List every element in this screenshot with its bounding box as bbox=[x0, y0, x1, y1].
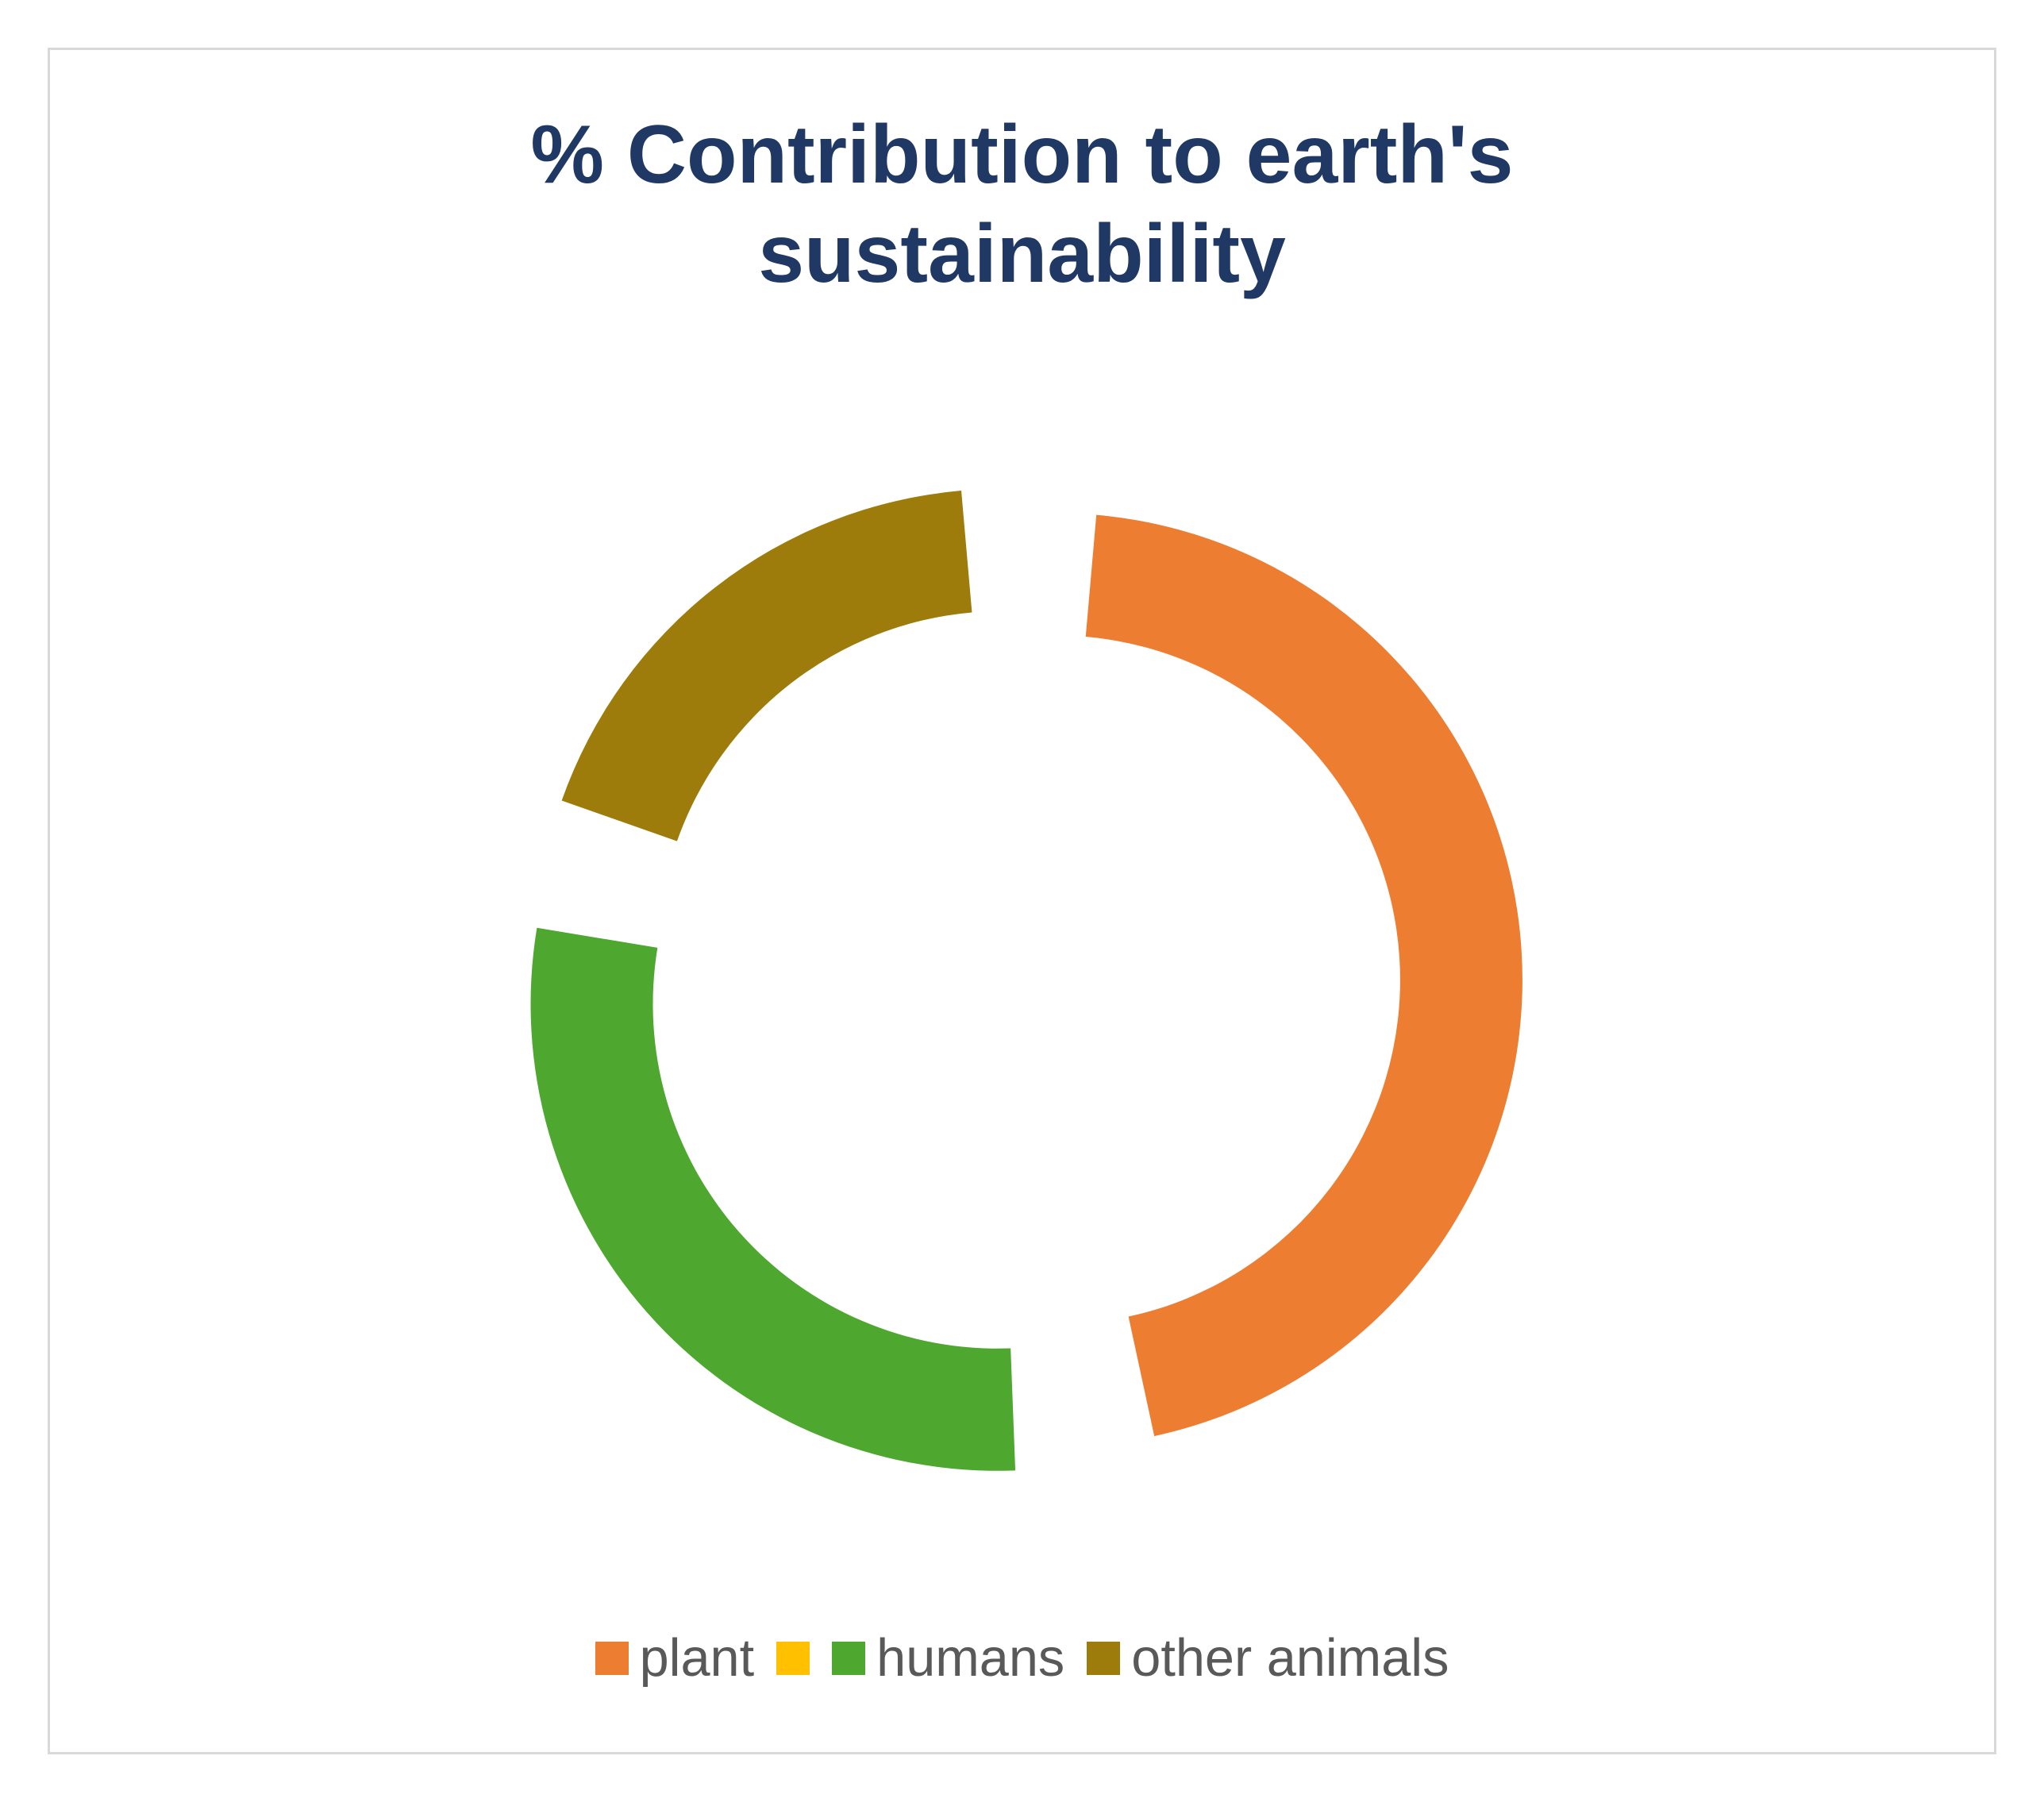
legend-label-humans: humans bbox=[876, 1628, 1064, 1688]
donut-chart bbox=[467, 426, 1578, 1538]
legend-label-plant: plant bbox=[640, 1628, 755, 1688]
donut-segment-humans bbox=[530, 928, 1015, 1471]
chart-card: % Contribution to earth's sustainability… bbox=[48, 48, 1996, 1754]
legend-swatch-humans bbox=[832, 1642, 865, 1675]
legend-item-humans: humans bbox=[832, 1628, 1064, 1688]
legend-swatch-plant bbox=[595, 1642, 629, 1675]
chart-legend: plant humans other animals bbox=[595, 1628, 1449, 1688]
legend-item-blank bbox=[776, 1642, 810, 1675]
legend-label-other_animals: other animals bbox=[1131, 1628, 1449, 1688]
chart-plot-area bbox=[90, 336, 1954, 1628]
donut-segment-plant bbox=[1085, 514, 1522, 1435]
legend-swatch-other_animals bbox=[1087, 1642, 1120, 1675]
donut-segment-other_animals bbox=[561, 491, 972, 841]
chart-title: % Contribution to earth's sustainability bbox=[531, 106, 1514, 304]
legend-item-plant: plant bbox=[595, 1628, 755, 1688]
legend-swatch-blank bbox=[776, 1642, 810, 1675]
legend-item-other_animals: other animals bbox=[1087, 1628, 1449, 1688]
